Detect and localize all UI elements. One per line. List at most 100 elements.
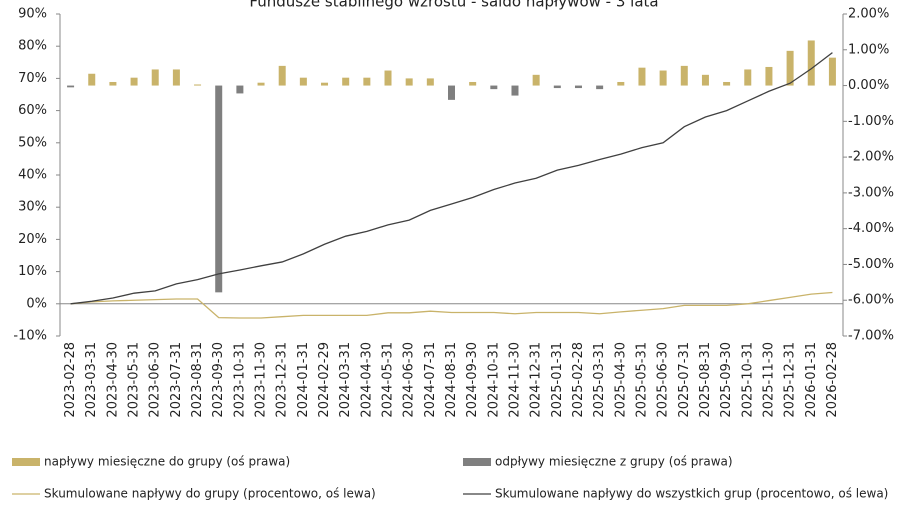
x-tick-label: 2025-05-31: [634, 342, 649, 418]
x-tick-label: 2023-03-31: [84, 342, 99, 418]
bar: [426, 78, 434, 86]
x-tick-label: 2023-07-31: [169, 342, 184, 418]
bar: [723, 81, 731, 86]
x-tick-label: 2024-06-30: [402, 342, 417, 418]
x-tick-label: 2023-05-31: [127, 342, 142, 418]
legend-label: Skumulowane napływy do grupy (procentowo…: [44, 487, 376, 501]
y2-tick-label: -7.00%: [848, 329, 894, 344]
x-tick-label: 2025-03-31: [592, 342, 607, 418]
x-tick-label: 2025-04-30: [613, 342, 628, 418]
bar: [765, 66, 773, 86]
bar: [786, 50, 794, 86]
bar: [617, 81, 625, 86]
y2-tick-label: 1.00%: [848, 42, 889, 57]
x-tick-label: 2024-11-30: [507, 342, 522, 418]
x-tick-label: 2025-01-31: [550, 342, 565, 418]
x-tick-label: 2024-07-31: [423, 342, 438, 418]
x-tick-label: 2024-09-30: [465, 342, 480, 418]
bar: [321, 82, 329, 86]
bar: [532, 74, 540, 86]
x-tick-label: 2025-06-30: [656, 342, 671, 418]
y-tick-label: 80%: [18, 39, 47, 54]
y-tick-label: 60%: [18, 103, 47, 118]
x-tick-label: 2024-02-29: [317, 342, 332, 418]
x-tick-label: 2023-08-31: [190, 342, 205, 418]
x-tick-label: 2025-12-31: [783, 342, 798, 418]
x-tick-label: 2024-03-31: [338, 342, 353, 418]
x-tick-label: 2023-12-31: [275, 342, 290, 418]
y-tick-label: 50%: [18, 135, 47, 150]
bar: [596, 85, 604, 90]
bar: [172, 69, 180, 86]
x-tick-label: 2024-01-31: [296, 342, 311, 418]
x-tick-label: 2024-12-31: [529, 342, 544, 418]
x-tick-label: 2025-10-31: [740, 342, 755, 418]
y-tick-label: 0%: [26, 296, 47, 311]
legend-label: napływy miesięczne do grupy (oś prawa): [44, 455, 290, 469]
y2-tick-label: -5.00%: [848, 257, 894, 272]
bar: [469, 81, 477, 86]
legend-swatch: [12, 458, 40, 466]
chart-title: Fundusze stabilnego wzrostu - saldo napł…: [249, 0, 658, 11]
bar: [342, 77, 350, 86]
x-tick-label: 2025-09-30: [719, 342, 734, 418]
y-tick-label: 40%: [18, 168, 47, 183]
bar: [278, 65, 286, 86]
bar: [109, 81, 117, 86]
x-tick-label: 2023-04-30: [105, 342, 120, 418]
x-tick-label: 2023-11-30: [254, 342, 269, 418]
bar: [257, 82, 265, 86]
x-tick-label: 2024-05-31: [381, 342, 396, 418]
line: [70, 52, 833, 305]
x-tick-label: 2024-04-30: [359, 342, 374, 418]
x-tick-label: 2023-09-30: [211, 342, 226, 418]
bar: [384, 70, 392, 86]
y-tick-label: 30%: [18, 200, 47, 215]
bar: [67, 85, 75, 88]
bar: [236, 85, 244, 94]
bar: [405, 78, 413, 86]
bar: [553, 85, 561, 89]
y-tick-label: -10%: [13, 329, 47, 344]
bar: [363, 77, 371, 86]
bar: [638, 67, 646, 86]
x-tick-label: 2025-11-30: [761, 342, 776, 418]
x-tick-label: 2026-01-31: [804, 342, 819, 418]
y-tick-label: 10%: [18, 264, 47, 279]
bar: [490, 85, 498, 90]
bar: [744, 69, 752, 86]
bar: [807, 40, 815, 86]
bar: [215, 85, 223, 293]
bar: [680, 65, 688, 86]
y2-tick-label: -6.00%: [848, 293, 894, 308]
x-tick-label: 2024-10-31: [486, 342, 501, 418]
y2-tick-label: -2.00%: [848, 150, 894, 165]
bar: [574, 85, 582, 89]
y-tick-label: 70%: [18, 71, 47, 86]
y2-tick-label: -1.00%: [848, 114, 894, 129]
bar: [194, 84, 202, 86]
y-tick-label: 20%: [18, 232, 47, 247]
legend-label: Skumulowane napływy do wszystkich grup (…: [495, 487, 888, 501]
bar: [88, 73, 96, 86]
y2-tick-label: -4.00%: [848, 221, 894, 236]
legend-swatch: [463, 458, 491, 466]
bar: [701, 74, 709, 86]
bar: [828, 57, 836, 86]
x-tick-label: 2025-02-28: [571, 342, 586, 418]
bar: [511, 85, 519, 96]
x-tick-label: 2023-02-28: [63, 342, 78, 418]
x-tick-label: 2023-06-30: [148, 342, 163, 418]
x-tick-label: 2026-02-28: [825, 342, 840, 418]
legend-label: odpływy miesięczne z grupy (oś prawa): [495, 455, 733, 469]
bar: [659, 70, 667, 86]
y2-tick-label: 2.00%: [848, 7, 889, 22]
bar: [130, 77, 138, 86]
x-tick-label: 2025-08-31: [698, 342, 713, 418]
line: [70, 291, 833, 319]
x-tick-label: 2025-07-31: [677, 342, 692, 418]
x-tick-label: 2023-10-31: [232, 342, 247, 418]
y2-tick-label: 0.00%: [848, 78, 889, 93]
y-tick-label: 90%: [18, 7, 47, 22]
